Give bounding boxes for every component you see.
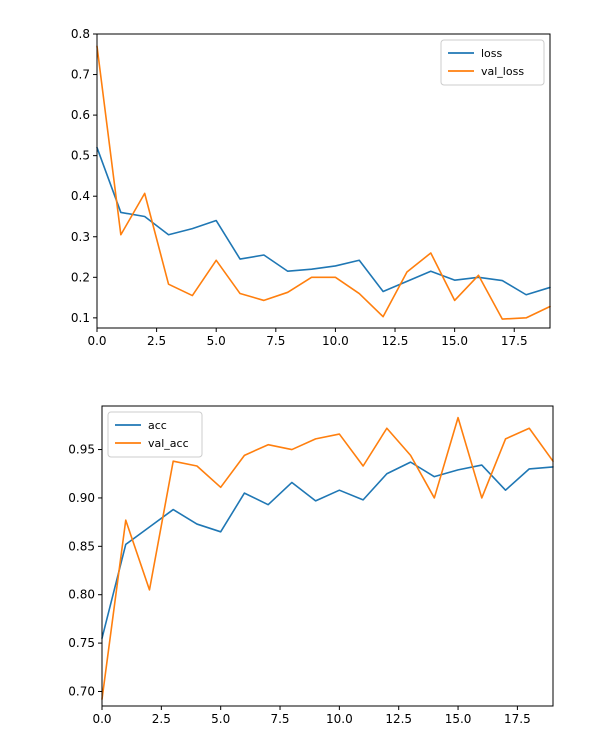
x-tick-label: 15.0 [441,334,468,348]
legend: acc val_acc [107,411,203,458]
series-line-val-loss [96,45,551,320]
legend-label-val-acc: val_acc [148,437,189,450]
x-tick-label: 0.0 [87,334,106,348]
x-tick-label: 17.5 [504,712,531,726]
x-tick-label: 2.5 [147,334,166,348]
x-tick-label: 5.0 [207,334,226,348]
legend-label-loss: loss [481,47,503,60]
y-tick-label: 0.75 [68,636,95,650]
y-tick-label: 0.85 [68,539,95,553]
y-tick-label: 0.5 [71,149,90,163]
x-tick-label: 10.0 [326,712,353,726]
accuracy-chart: 0.70 0.75 0.80 0.85 0.90 0.95 0.0 2.5 5.0 7.5 10.0… [68,405,554,726]
legend-box [107,411,203,458]
axes-frame [96,33,551,329]
x-tick-label: 0.0 [92,712,111,726]
legend-box [440,39,545,86]
series-line-val-acc [101,416,554,701]
y-tick-label: 0.80 [68,588,95,602]
y-tick-label: 0.95 [68,443,95,457]
y-tick-label: 0.3 [71,230,90,244]
x-tick-label: 2.5 [152,712,171,726]
y-tick-label: 0.8 [71,27,90,41]
legend: loss val_loss [440,39,545,86]
legend-label-val-loss: val_loss [481,65,524,78]
loss-chart: 0.1 0.2 0.3 0.4 0.5 0.6 0.7 0.8 0.0 2.5 5.0 7.5 10.0… [71,27,551,348]
x-tick-label: 12.5 [382,334,409,348]
x-tick-label: 7.5 [266,334,285,348]
axes-frame [101,405,554,707]
x-tick-label: 10.0 [322,334,349,348]
y-tick-label: 0.1 [71,311,90,325]
y-tick-label: 0.70 [68,684,95,698]
legend-label-acc: acc [148,419,167,432]
x-tick-label: 12.5 [385,712,412,726]
x-tick-label: 17.5 [501,334,528,348]
x-tick-label: 15.0 [445,712,472,726]
y-tick-label: 0.2 [71,270,90,284]
y-tick-label: 0.6 [71,108,90,122]
series-line-acc [101,461,554,640]
x-tick-label: 7.5 [270,712,289,726]
y-tick-label: 0.7 [71,68,90,82]
x-tick-label: 5.0 [211,712,230,726]
y-tick-label: 0.90 [68,491,95,505]
series-line-loss [96,146,551,296]
y-tick-label: 0.4 [71,189,90,203]
